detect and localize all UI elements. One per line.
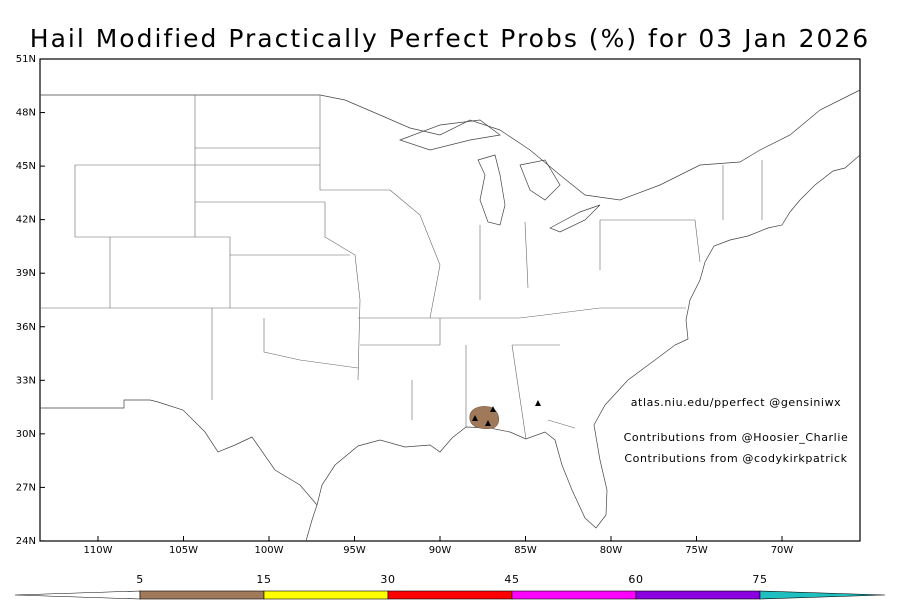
colorbar-segment — [263, 590, 389, 600]
probability-contour — [469, 406, 499, 430]
colorbar-segment — [635, 590, 761, 600]
colorbar-label: 75 — [752, 573, 767, 586]
colorbar-segment — [139, 590, 265, 600]
lon-label: 95W — [343, 545, 366, 556]
colorbar: 5 15 30 45 60 75 — [14, 573, 886, 600]
annotation: Contributions from @Hoosier_Charlie — [624, 431, 849, 444]
lat-label: 48N — [16, 108, 36, 119]
annotation: Contributions from @codykirkpatrick — [624, 452, 847, 465]
lon-label: 75W — [685, 545, 708, 556]
lon-label: 105W — [169, 545, 198, 556]
mexico-border — [40, 399, 318, 506]
basemap — [39, 58, 861, 542]
lon-label: 90W — [429, 545, 452, 556]
colorbar-segment — [759, 590, 886, 600]
colorbar-label: 30 — [380, 573, 395, 586]
lon-label: 100W — [255, 545, 284, 556]
axis-ticks: 51N 48N 45N 42N 39N 36N 33N 30N 27N 24N 110W 105W 10… — [16, 54, 794, 556]
colorbar-segment — [511, 590, 637, 600]
lat-label: 42N — [16, 215, 36, 226]
lat-label: 33N — [16, 375, 36, 386]
lon-label: 110W — [84, 545, 113, 556]
lon-label: 80W — [600, 545, 623, 556]
colorbar-segment — [387, 590, 513, 600]
lat-label: 36N — [16, 322, 36, 333]
lon-label: 70W — [771, 545, 794, 556]
lake-huron-erie — [519, 159, 601, 233]
title: Hail Modified Practically Perfect Probs … — [30, 24, 870, 53]
lat-label: 30N — [16, 429, 36, 440]
colorbar-label: 15 — [256, 573, 271, 586]
hail-probability — [469, 400, 541, 430]
state-lines — [40, 95, 763, 440]
colorbar-label: 45 — [504, 573, 519, 586]
lat-label: 51N — [16, 54, 36, 65]
lat-label: 45N — [16, 161, 36, 172]
colorbar-segment — [14, 590, 141, 600]
colorbar-label: 60 — [628, 573, 643, 586]
coastline — [305, 154, 861, 542]
lat-label: 27N — [16, 482, 36, 493]
canada-border — [40, 89, 861, 201]
annotation: atlas.niu.edu/pperfect @gensiniwx — [631, 396, 842, 409]
annotations: atlas.niu.edu/pperfect @gensiniwx Contrib… — [624, 396, 849, 465]
colorbar-label: 5 — [136, 573, 144, 586]
lon-label: 85W — [514, 545, 537, 556]
lat-label: 24N — [16, 536, 36, 547]
lake-superior — [398, 119, 501, 151]
lake-michigan — [477, 154, 506, 226]
lat-label: 39N — [16, 268, 36, 279]
map-frame — [39, 58, 861, 542]
